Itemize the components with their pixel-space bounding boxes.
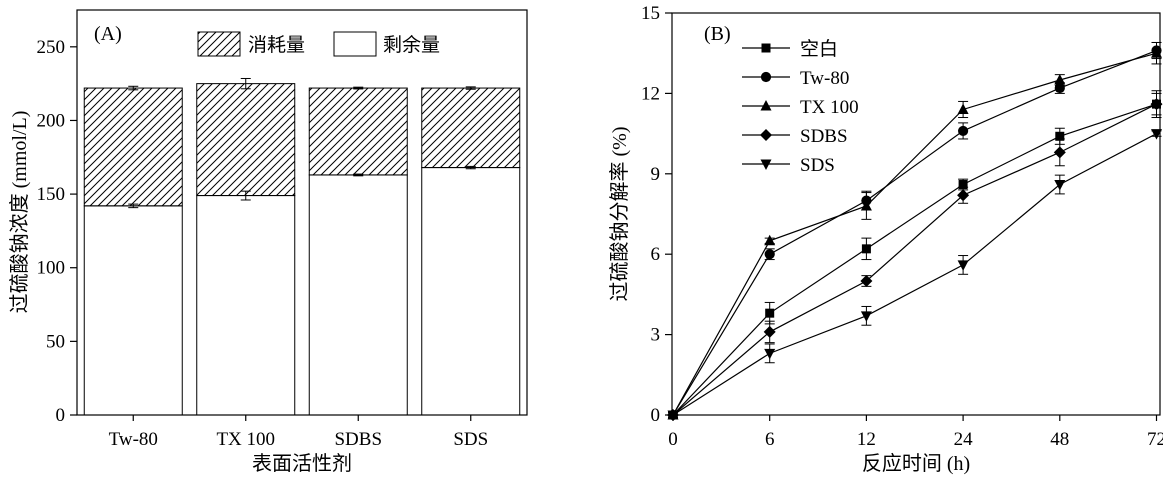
legend-marker [761, 43, 771, 53]
panel-a-y-axis-title: 过硫酸钠浓度 (mmol/L) [8, 111, 31, 314]
x-tick-label: 48 [1050, 429, 1069, 450]
panel-a-x-axis: Tw-80 TX 100 SDBS SDS [109, 415, 488, 450]
y-tick-label: 50 [46, 331, 65, 352]
series-line [672, 52, 1157, 416]
panel-a-label: (A) [94, 23, 122, 45]
data-point [861, 244, 871, 254]
x-tick-label: 72 [1147, 429, 1163, 450]
legend-swatch-consumed [197, 31, 241, 57]
data-point [860, 199, 872, 211]
y-tick-label: 0 [56, 405, 66, 426]
data-point [764, 348, 776, 360]
data-point [957, 260, 969, 271]
series-0 [668, 90, 1162, 420]
y-tick-label: 200 [37, 110, 66, 131]
x-tick-label: 0 [668, 429, 678, 450]
x-tick-label: 24 [954, 429, 974, 450]
data-point [1054, 74, 1066, 85]
y-tick-label: 0 [651, 405, 661, 426]
legend-marker [760, 159, 772, 170]
legend-label: SDBS [800, 126, 848, 147]
data-point [764, 234, 776, 246]
legend-label: SDS [800, 155, 835, 176]
x-tick-label: Tw-80 [109, 429, 158, 450]
panel-b-x-axis: 0 6 12 24 48 72 [668, 415, 1163, 450]
y-tick-label: 15 [641, 3, 660, 24]
data-point [1054, 180, 1066, 191]
panel-a-legend: 消耗量 剩余量 [197, 31, 440, 57]
panel-b-x-axis-title: 反应时间 (h) [862, 452, 970, 475]
series-line [672, 133, 1157, 416]
legend-marker [760, 129, 772, 141]
y-tick-label: 6 [651, 244, 661, 265]
panel-b-label: (B) [704, 23, 731, 45]
y-tick-label: 3 [651, 325, 661, 346]
panel-a-y-axis: 0 50 100 150 200 250 [37, 37, 77, 426]
legend-label: 空白 [800, 38, 838, 60]
x-tick-label: 12 [857, 429, 876, 450]
y-tick-label: 9 [651, 164, 661, 185]
series-2 [667, 41, 1162, 420]
bar-consumed [196, 83, 296, 197]
series-line [672, 103, 1157, 416]
y-tick-label: 12 [641, 83, 660, 104]
y-tick-label: 150 [37, 184, 66, 205]
panel-b-plot-area [667, 41, 1163, 421]
series-line [672, 49, 1157, 416]
data-point [1151, 129, 1162, 140]
legend-marker [760, 100, 772, 111]
series-line [672, 103, 1157, 416]
panel-b-frame [671, 12, 1161, 416]
panel-b-legend: 空白 Tw-80 TX 100 SDBS SDS [742, 38, 859, 176]
legend-label: TX 100 [800, 97, 859, 118]
series-1 [667, 41, 1162, 421]
panel-a-plot-area [83, 77, 521, 416]
panel-b: (B) 0 3 6 9 12 15 0 6 12 24 48 72 过硫酸钠分解率 (%) 反应时间… [608, 3, 1163, 475]
data-point [764, 249, 775, 260]
bar-remaining [308, 174, 408, 416]
bar-consumed [83, 87, 183, 207]
legend-swatch-remaining [333, 31, 377, 57]
bar-remaining [83, 205, 183, 416]
x-tick-label: SDBS [334, 429, 382, 450]
x-tick-label: TX 100 [216, 429, 275, 450]
bar-consumed [308, 87, 408, 176]
data-point [765, 308, 775, 318]
legend-label: Tw-80 [800, 68, 849, 89]
x-tick-label: SDS [453, 429, 488, 450]
data-point [860, 311, 872, 322]
panel-b-y-axis: 0 3 6 9 12 15 [641, 3, 672, 426]
y-tick-label: 250 [37, 37, 66, 58]
panel-b-y-axis-title: 过硫酸钠分解率 (%) [608, 127, 631, 302]
panel-a-x-axis-title: 表面活性剂 [252, 452, 352, 475]
data-point [763, 325, 776, 338]
bar-remaining [196, 195, 296, 416]
data-point [1151, 47, 1162, 58]
data-point [958, 180, 968, 190]
series-4 [667, 129, 1162, 421]
bar-remaining [421, 167, 521, 416]
bar-consumed [421, 87, 521, 169]
y-tick-label: 100 [37, 258, 66, 279]
x-tick-label: 6 [765, 429, 775, 450]
panel-a: (A) 0 50 100 150 200 250 Tw-80 TX 100 SDBS SDS 过… [8, 9, 528, 475]
data-point [1053, 146, 1066, 159]
legend-label-remaining: 剩余量 [383, 34, 440, 56]
data-point [1055, 131, 1065, 141]
data-point [957, 189, 970, 202]
data-point [860, 275, 873, 287]
panel-a-frame [76, 9, 528, 416]
data-point [958, 125, 969, 137]
data-point [957, 103, 969, 114]
legend-label-consumed: 消耗量 [248, 34, 305, 56]
legend-marker [760, 71, 772, 83]
